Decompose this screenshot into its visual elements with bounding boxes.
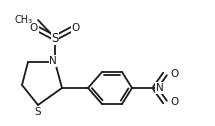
Text: N: N [49,56,57,66]
Text: S: S [51,32,59,44]
Text: O: O [170,97,178,107]
Text: N: N [156,83,164,93]
Text: O: O [30,23,38,33]
Text: O: O [170,69,178,79]
Text: S: S [35,107,41,117]
Text: O: O [72,23,80,33]
Text: CH₃: CH₃ [15,15,33,25]
